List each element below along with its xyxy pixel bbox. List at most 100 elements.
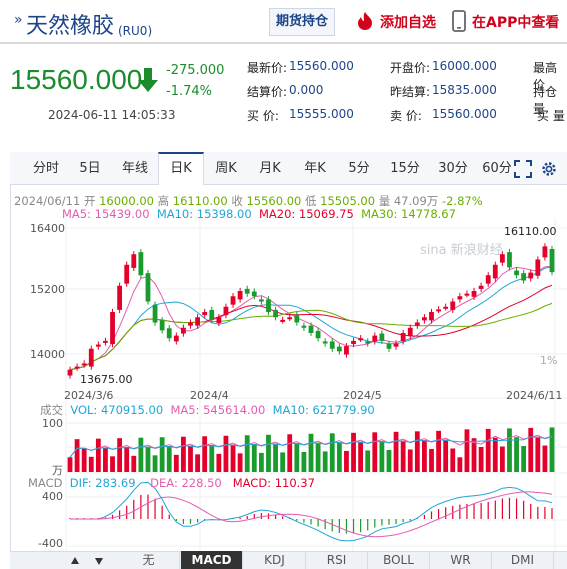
scroll-up-icon[interactable] [70,556,80,566]
macd-bar [374,519,376,528]
open-in-app-button[interactable]: 在APP中查看 [472,15,560,31]
volume-bar [322,451,328,472]
volume-bar [202,436,208,472]
tab-monthly-k[interactable]: 月K [259,161,281,176]
tab-5min[interactable]: 5分 [348,161,370,176]
candle-body [379,333,385,341]
volume-legend: 成交 VOL: 470915.00 MA5: 545614.00 MA10: 6… [40,402,375,418]
candle-body [457,296,463,300]
chart-grid [65,218,567,551]
macd-bar [537,506,539,519]
candle-body [365,341,371,344]
macd-bar [168,514,170,519]
macd-dea-line [70,491,553,538]
volume-bar [351,432,356,472]
volume-bars [67,427,555,472]
macd-bar [246,516,248,519]
last-price: 15560.000 [10,64,143,95]
indicator-tab-macd[interactable]: MACD [181,551,243,569]
macd-bar [182,519,185,524]
flame-icon[interactable] [354,11,376,31]
candle-body [528,272,534,279]
indicator-tab-kdj[interactable]: KDJ [244,551,306,569]
macd-bar [544,506,546,519]
indicator-tab-boll[interactable]: BOLL [368,551,430,569]
volume-bar [365,450,371,472]
volume-bar [507,428,512,472]
indicator-tab-rsi[interactable]: RSI [306,551,368,569]
candle-body [81,363,87,366]
candle-body [251,291,257,297]
date-axis-label-start: 2024/3/6 [64,389,114,402]
candle-body [464,293,470,296]
macd-bar [303,519,305,523]
candle-body [166,328,172,339]
volume-bar [528,427,534,472]
indicator-tab-wr[interactable]: WR [430,551,492,569]
volume-bar [138,437,144,472]
volume-bar [521,446,527,472]
fullscreen-icon[interactable] [514,160,532,178]
candle-body [202,312,208,316]
candle-body [542,246,548,258]
volume-bar [308,433,314,472]
volume-ma5: MA5: 545614.00 [170,403,266,417]
macd-bar [437,509,440,519]
futures-holding-button[interactable]: 期货持仓 [269,8,335,36]
volume-bar [315,442,321,472]
price-axis-label-16400: 16400 [30,222,65,235]
macd-bar [551,508,553,519]
macd-bar [310,519,312,525]
candle-body [393,343,399,347]
macd-bar [189,519,192,524]
info-vol: 47.09万 [393,194,439,208]
info-open: 16000.00 [99,194,154,208]
add-favorite-button[interactable]: 添加自选 [380,15,436,31]
volume-bar [450,448,456,472]
tab-60min[interactable]: 60分 [482,161,512,176]
ma30-line [69,302,553,371]
volume-bar [95,438,101,472]
candle-body [301,325,307,328]
macd-bar [267,513,270,519]
tab-yearline[interactable]: 年线 [121,161,148,176]
info-high: 16110.00 [172,194,228,208]
indicator-tab-none[interactable]: 无 [118,551,180,569]
macd-bar [147,494,149,519]
volume-bar [181,436,186,472]
candle-body [499,254,505,263]
tab-intraday[interactable]: 分时 [32,161,59,176]
phone-icon[interactable] [452,10,466,32]
quote-label-bid-volume: 买 量 [537,109,565,123]
candle-body [237,291,243,300]
macd-bar [274,514,277,519]
tab-daily-k[interactable]: 日K [158,152,204,185]
tab-5day[interactable]: 5日 [79,161,101,176]
settings-gear-icon[interactable] [540,160,558,178]
volume-bar [110,456,115,472]
ma20-value: MA20: 15069.75 [258,207,354,221]
scroll-down-icon[interactable] [94,556,104,566]
price-axis-right-pct: 1% [540,354,558,367]
candle-body [450,301,456,310]
macd-bar [338,519,340,534]
macd-bar [324,519,326,530]
macd-bar [161,505,163,519]
tab-30min[interactable]: 30分 [438,161,468,176]
candle-body [159,320,165,331]
info-close: 15560.00 [246,194,302,208]
indicator-tab-dmi[interactable]: DMI [492,551,554,569]
macd-bar [317,519,319,527]
candle-body [88,348,94,367]
volume-bar [393,431,399,472]
tab-yearly-k[interactable]: 年K [304,161,326,176]
volume-bar [188,445,193,472]
macd-bar [296,519,298,521]
candle-body [258,299,264,302]
min-price-label: 13675.00 [80,373,133,386]
candle-body [372,335,378,342]
tab-weekly-k[interactable]: 周K [215,161,237,176]
tab-15min[interactable]: 15分 [390,161,420,176]
macd-bar [204,519,206,520]
